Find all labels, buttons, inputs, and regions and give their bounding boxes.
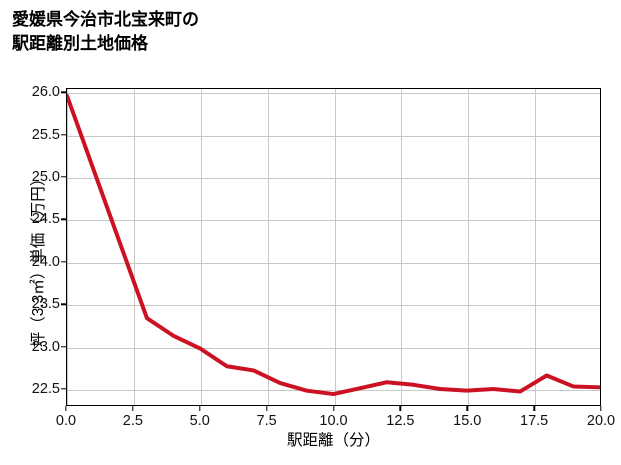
x-tickmark	[132, 406, 134, 411]
y-tick-label: 23.5	[31, 296, 60, 313]
gridline-horizontal	[67, 220, 600, 222]
y-tickmark	[61, 388, 66, 390]
plot-area	[66, 88, 601, 406]
x-tickmark	[466, 406, 468, 411]
x-tickmark	[533, 406, 535, 411]
x-tick-label: 5.0	[189, 413, 210, 429]
gridline-vertical	[267, 89, 269, 405]
series-line	[67, 93, 600, 397]
gridline-horizontal	[67, 262, 600, 264]
gridline-vertical	[334, 89, 336, 405]
x-tickmark	[332, 406, 335, 411]
y-tickmark	[61, 303, 66, 305]
x-tickmark	[65, 406, 67, 411]
y-tickmark	[61, 261, 66, 263]
x-tick-label: 7.5	[256, 413, 277, 429]
y-tickmark	[61, 176, 66, 178]
x-tick-label: 2.5	[122, 413, 143, 429]
gridline-vertical	[200, 89, 202, 405]
y-tick-label: 24.0	[31, 253, 60, 270]
x-tickmark	[265, 406, 268, 411]
x-tickmark	[399, 406, 402, 411]
x-tickmark	[600, 406, 602, 411]
gridline-horizontal	[67, 93, 600, 95]
x-tick-label: 0.0	[55, 413, 77, 429]
y-tickmark	[61, 133, 66, 136]
line-series	[67, 93, 600, 397]
gridline-horizontal	[67, 178, 600, 180]
x-tick-label: 10.0	[319, 413, 348, 429]
gridline-horizontal	[67, 347, 600, 349]
y-tick-label: 23.0	[31, 338, 60, 355]
gridline-vertical	[401, 89, 403, 405]
y-tick-label: 25.5	[31, 126, 60, 143]
x-tick-label: 15.0	[453, 413, 482, 429]
gridline-horizontal	[67, 135, 600, 137]
gridline-horizontal	[67, 390, 600, 392]
x-tickmark	[199, 406, 201, 411]
x-tick-label: 17.5	[520, 413, 549, 429]
gridline-vertical	[468, 89, 470, 405]
y-tick-label: 26.0	[31, 84, 60, 101]
y-tickmark	[61, 218, 66, 221]
y-tickmark	[61, 91, 66, 93]
y-tick-label: 22.5	[31, 381, 60, 398]
gridline-vertical	[67, 89, 68, 405]
x-tick-label: 20.0	[586, 413, 616, 429]
gridline-horizontal	[67, 305, 600, 307]
y-tickmark	[61, 345, 66, 348]
y-tick-label: 25.0	[31, 169, 60, 186]
gridline-vertical	[133, 89, 135, 405]
x-tick-label: 12.5	[386, 413, 415, 429]
gridline-vertical	[535, 89, 537, 405]
x-axis-title: 駅距離（分）	[286, 432, 380, 449]
y-tick-label: 24.5	[31, 211, 60, 228]
page-title: 愛媛県今治市北宝来町の 駅距離別土地価格	[12, 10, 199, 54]
